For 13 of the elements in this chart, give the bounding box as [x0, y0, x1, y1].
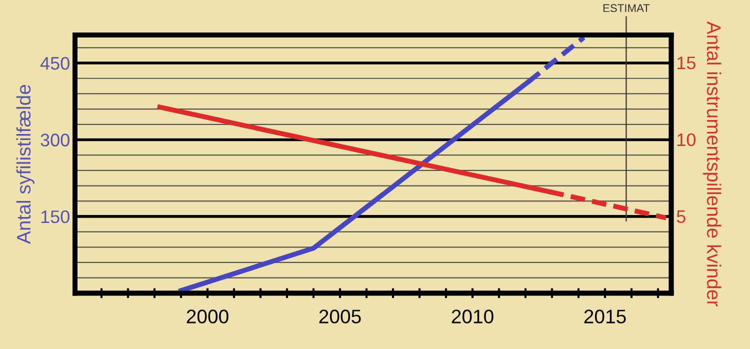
x-tick-label: 2015	[584, 310, 626, 324]
y2-tick-label: 15	[677, 56, 696, 70]
y2-tick-label: 10	[677, 133, 696, 146]
x-tick-label: 2010	[452, 310, 494, 324]
y2-axis-title: Antal instrumentspillende kvinder	[703, 21, 722, 306]
y2-tick-label: 5	[676, 210, 686, 224]
y-tick-label: 450	[40, 56, 70, 70]
x-tick-label: 2000	[186, 310, 228, 324]
y-tick-label: 300	[40, 134, 70, 146]
y-tick-label: 150	[41, 210, 70, 224]
x-tick-label: 2005	[319, 310, 361, 324]
y-axis-title: Antal syfilistilfælde	[16, 84, 34, 244]
ref-line-label: ESTIMAT	[603, 4, 650, 12]
